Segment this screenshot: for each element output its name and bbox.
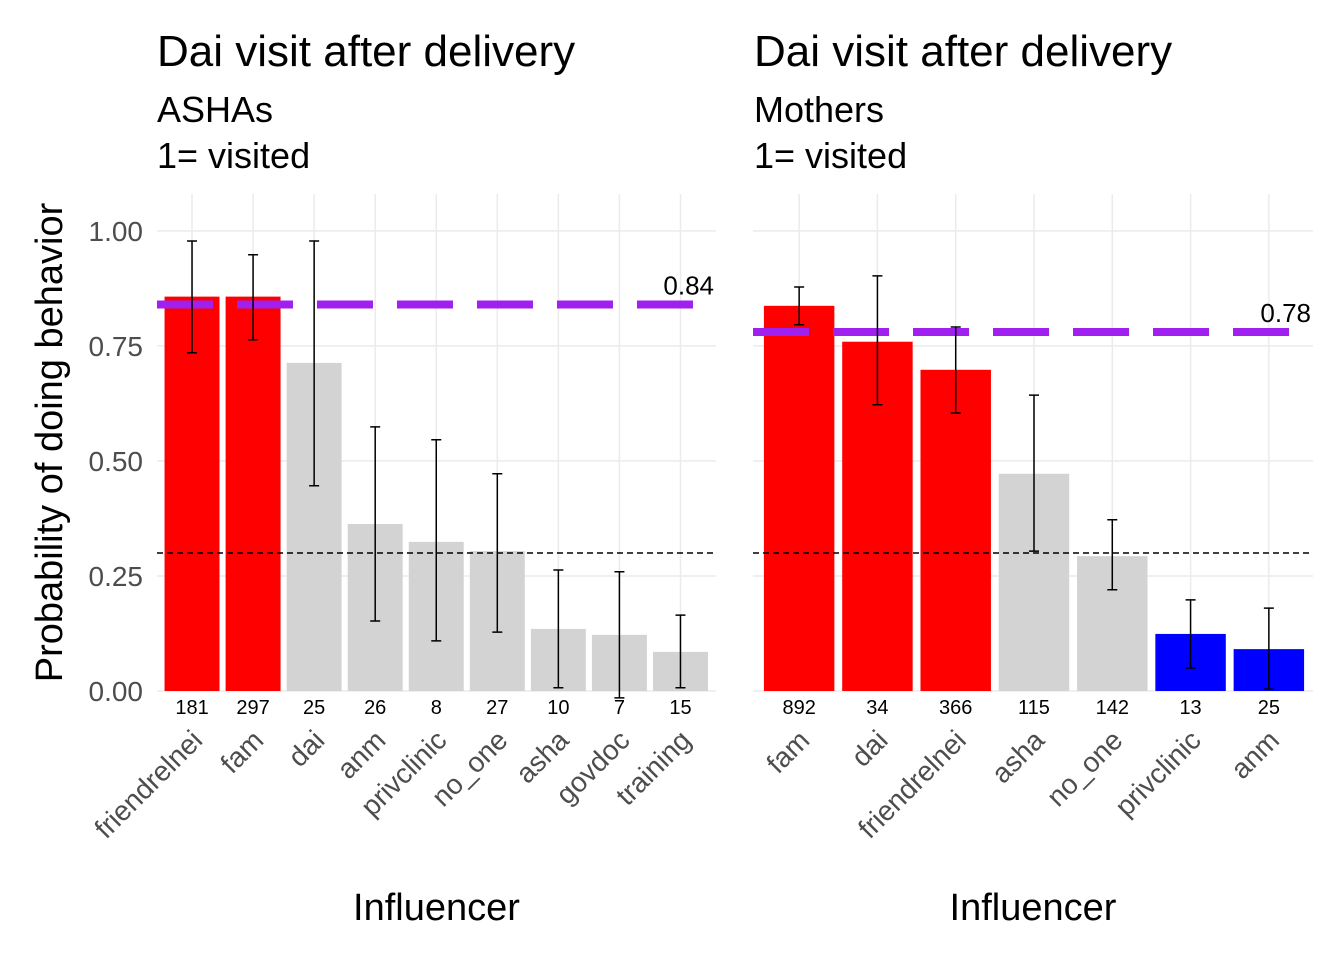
- count-label: 142: [1096, 697, 1129, 719]
- chart-subtitle: 1= visited: [157, 135, 310, 176]
- error-bar: [187, 240, 198, 354]
- count-label: 8: [431, 697, 442, 719]
- error-bar: [675, 614, 686, 689]
- count-label: 892: [782, 697, 815, 719]
- error-bar: [794, 286, 805, 326]
- x-axis-title: Influencer: [353, 887, 520, 929]
- count-label: 26: [364, 697, 386, 719]
- x-axis-title: Influencer: [950, 887, 1117, 929]
- error-bar: [431, 438, 442, 642]
- error-bar: [370, 426, 381, 622]
- bar: [920, 369, 991, 691]
- error-bar: [872, 275, 883, 406]
- y-axis-title: Probability of doing behavior: [29, 202, 71, 682]
- reference-label: 0.84: [663, 270, 714, 300]
- error-bar: [1185, 599, 1196, 669]
- count-label: 10: [547, 697, 569, 719]
- error-bar: [1029, 394, 1039, 552]
- bar: [225, 296, 281, 691]
- y-tick-label: 0.00: [89, 676, 144, 707]
- error-bar: [950, 326, 961, 414]
- chart-title: Dai visit after delivery: [754, 27, 1172, 76]
- chart-subtitle: Mothers: [754, 89, 884, 130]
- error-bar: [492, 473, 503, 633]
- count-label: 366: [939, 697, 972, 719]
- chart-subtitle: ASHAs: [157, 89, 273, 130]
- reference-label: 0.78: [1260, 298, 1311, 328]
- error-bar: [553, 569, 564, 689]
- error-bar: [614, 571, 625, 699]
- x-tick-label: fam: [214, 724, 269, 779]
- error-bar: [1107, 519, 1118, 591]
- x-tick-label: fam: [760, 724, 815, 779]
- x-tick-label: asha: [985, 724, 1050, 789]
- error-bar: [1263, 607, 1274, 690]
- x-tick-label: anm: [1225, 724, 1285, 784]
- count-label: 115: [1018, 697, 1050, 719]
- y-tick-label: 0.25: [89, 561, 144, 592]
- error-bar: [309, 240, 320, 487]
- count-label: 34: [866, 697, 888, 719]
- x-tick-label: privclinic: [1109, 724, 1207, 822]
- x-tick-label: dai: [282, 724, 330, 772]
- count-label: 27: [486, 697, 508, 719]
- count-label: 25: [1258, 697, 1280, 719]
- bar: [763, 305, 835, 691]
- y-tick-label: 1.00: [89, 216, 144, 247]
- count-label: 15: [669, 697, 691, 719]
- y-tick-label: 0.50: [89, 446, 144, 477]
- bar: [164, 296, 220, 691]
- x-tick-label: dai: [845, 724, 893, 772]
- count-label: 181: [175, 697, 208, 719]
- y-tick-label: 0.75: [89, 331, 144, 362]
- error-bar: [248, 253, 259, 341]
- count-label: 25: [303, 697, 325, 719]
- count-label: 297: [236, 697, 269, 719]
- count-label: 7: [614, 697, 625, 719]
- chart-subtitle: 1= visited: [754, 135, 907, 176]
- x-tick-label: friendrelnei: [88, 724, 208, 844]
- count-label: 13: [1179, 697, 1201, 719]
- chart-title: Dai visit after delivery: [157, 27, 575, 76]
